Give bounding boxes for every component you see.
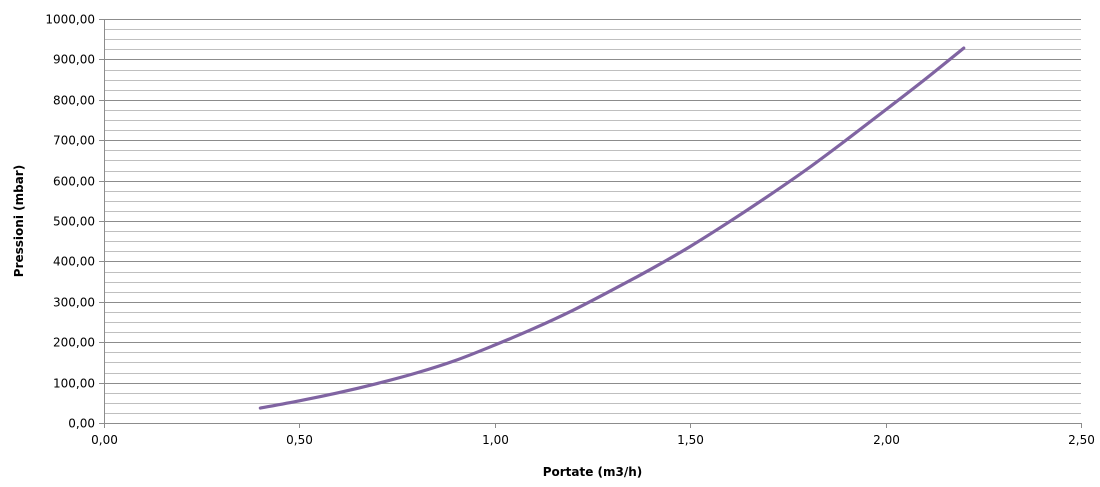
y-tick-label: 1000,00 <box>45 13 95 27</box>
y-tick-label: 400,00 <box>53 255 95 269</box>
x-tick-label: 2,50 <box>1068 433 1095 447</box>
y-tick-label: 600,00 <box>53 175 95 189</box>
y-tick-label: 700,00 <box>53 134 95 148</box>
x-tick-label: 0,00 <box>91 433 118 447</box>
x-tick-labels: 0,00 0,50 1,00 1,50 2,00 2,50 <box>91 433 1095 447</box>
y-tick-label: 800,00 <box>53 94 95 108</box>
y-tick-label: 100,00 <box>53 377 95 391</box>
x-tick-label: 1,50 <box>677 433 704 447</box>
y-tick-label: 500,00 <box>53 215 95 229</box>
x-axis-title: Portate (m3/h) <box>543 465 643 479</box>
series-line <box>260 48 963 408</box>
y-tick-label: 0,00 <box>68 417 95 431</box>
y-tick-label: 200,00 <box>53 336 95 350</box>
series-layer <box>260 48 963 408</box>
x-tick-label: 1,00 <box>482 433 509 447</box>
y-tick-labels: 0,00 100,00 200,00 300,00 400,00 500,00 600,00… <box>45 13 95 431</box>
x-tick-label: 0,50 <box>286 433 313 447</box>
x-tick-label: 2,00 <box>873 433 900 447</box>
y-axis-title: Pressioni (mbar) <box>12 165 26 277</box>
y-tick-label: 900,00 <box>53 53 95 67</box>
y-tick-label: 300,00 <box>53 296 95 310</box>
